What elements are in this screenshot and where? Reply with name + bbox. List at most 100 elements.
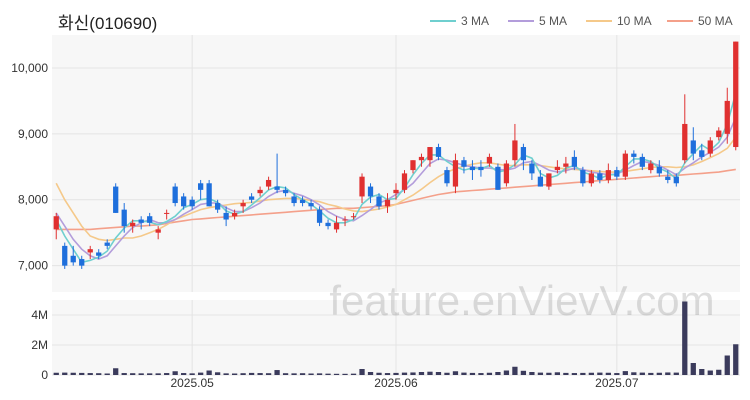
candle-body (427, 147, 433, 161)
price-tick-label: 7,000 (18, 259, 48, 273)
candle-body (62, 245, 68, 266)
volume-bar (147, 373, 153, 375)
candle-body (699, 150, 705, 157)
candle-body (622, 153, 628, 177)
candle-body (181, 196, 187, 207)
candle-body (580, 170, 586, 184)
candle-body (554, 166, 561, 171)
volume-tick-label: 4M (31, 308, 48, 322)
volume-bar (546, 372, 552, 375)
volume-bar (138, 373, 144, 375)
candle-body (333, 222, 340, 230)
volume-bar (214, 372, 221, 375)
candle-body (130, 222, 136, 227)
candle-body (138, 219, 144, 223)
volume-bar (495, 372, 501, 375)
volume-bar (248, 372, 255, 375)
volume-bar (87, 373, 93, 375)
volume-bar (656, 372, 662, 375)
candle-body (359, 176, 365, 197)
candle-body (614, 170, 620, 177)
candle-body (401, 173, 408, 190)
candle-body (79, 259, 85, 266)
candle-body (104, 242, 110, 246)
candle-body (231, 212, 238, 217)
volume-bar (189, 373, 195, 375)
candle-body (96, 252, 102, 256)
x-tick-label: 2025.05 (170, 376, 214, 390)
volume-bar (605, 372, 611, 375)
candle-body (223, 212, 229, 220)
volume-bar (699, 369, 705, 375)
volume-bar (682, 301, 688, 375)
volume-bar (631, 372, 637, 375)
candle-body (452, 160, 459, 187)
volume-bar (724, 355, 730, 375)
volume-bar (597, 372, 603, 375)
volume-bar (265, 373, 272, 375)
candle-body (665, 176, 671, 180)
volume-bar (155, 373, 161, 375)
candle-body (53, 216, 59, 230)
legend-item-10ma: 10 MA (586, 14, 652, 28)
candle-body (172, 186, 178, 204)
candle-body (648, 163, 654, 171)
volume-bar (257, 373, 263, 375)
volume-bar (461, 372, 467, 375)
candle-body (529, 163, 535, 174)
legend-item-3ma: 3 MA (430, 14, 489, 28)
candle-body (325, 222, 331, 227)
candle-body (605, 170, 611, 180)
candle-body (469, 166, 476, 171)
candle-body (656, 166, 662, 174)
volume-bar (444, 372, 450, 375)
candle-body (716, 130, 722, 138)
volume-bar (342, 373, 348, 375)
volume-bar (665, 372, 671, 375)
candle-body (444, 170, 450, 184)
volume-bar (384, 373, 391, 375)
candle-body (299, 199, 306, 204)
volume-bar (410, 372, 416, 375)
candle-body (733, 41, 739, 148)
candle-body (214, 203, 221, 210)
volume-bar (172, 371, 178, 375)
volume-bar (427, 371, 433, 375)
candle-body (291, 196, 297, 204)
candle-body (189, 199, 195, 207)
price-tick-label: 8,000 (18, 193, 48, 207)
volume-bar (690, 363, 696, 375)
candle-body (410, 160, 416, 171)
legend-swatch-10ma (586, 20, 612, 22)
x-tick-label: 2025.07 (595, 376, 639, 390)
volume-bar (231, 373, 238, 375)
volume-bar (537, 372, 544, 375)
candle-body (690, 140, 696, 154)
volume-bar (648, 372, 654, 375)
volume-bar (418, 372, 425, 375)
candle-body (113, 186, 119, 213)
volume-bar (393, 372, 399, 375)
candle-body (308, 203, 314, 207)
candle-body (155, 229, 161, 233)
candle-body (707, 140, 713, 154)
candle-body (682, 123, 688, 161)
candle-body (418, 156, 425, 161)
volume-bar (376, 372, 382, 375)
candle-body (461, 160, 467, 167)
candle-body (164, 212, 170, 214)
volume-bar (350, 373, 357, 375)
volume-bar (121, 373, 127, 375)
volume-bar (70, 372, 76, 375)
candle-body (274, 186, 280, 190)
volume-bar (707, 370, 713, 375)
candle-body (350, 216, 357, 218)
candle-body (673, 176, 679, 184)
volume-bar (223, 373, 229, 375)
volume-bar (580, 372, 586, 375)
legend-item-5ma: 5 MA (508, 14, 567, 28)
legend-item-50ma: 50 MA (667, 14, 733, 28)
volume-bar (359, 369, 365, 375)
volume-bar (164, 373, 170, 375)
volume-bar (240, 373, 246, 375)
